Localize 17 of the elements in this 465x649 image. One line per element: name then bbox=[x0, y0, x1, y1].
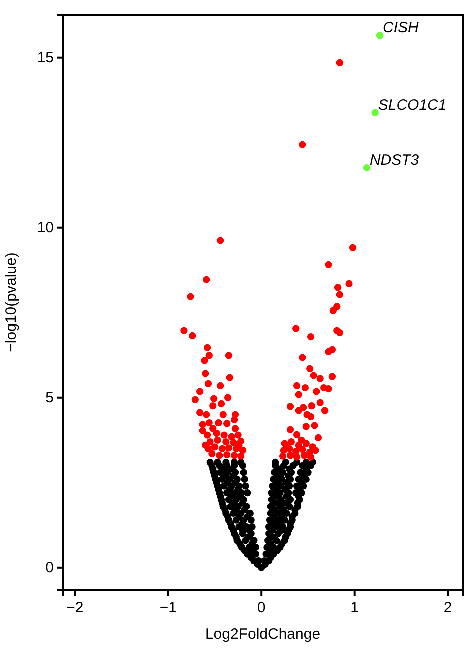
annotation: SLCO1C1 bbox=[378, 96, 447, 114]
x-tick-label: −2 bbox=[66, 600, 84, 616]
y-tick-label: 10 bbox=[37, 220, 54, 237]
y-tick-label: 5 bbox=[46, 390, 54, 407]
x-tick-label: 2 bbox=[444, 600, 452, 616]
y-tick-label: 15 bbox=[37, 50, 54, 67]
point bbox=[363, 164, 371, 172]
point bbox=[376, 32, 384, 40]
x-tick-label: 1 bbox=[350, 600, 360, 616]
point bbox=[372, 109, 379, 116]
x-axis-title: Log2FoldChange bbox=[205, 626, 321, 643]
y-tick-label: 0 bbox=[46, 560, 54, 577]
x-tick-label: 0 bbox=[257, 600, 266, 616]
y-axis-title: −log10(pvalue) bbox=[3, 252, 20, 352]
annotation: CISH bbox=[383, 20, 420, 37]
x-tick-label: −1 bbox=[160, 600, 177, 616]
annotation: NDST3 bbox=[370, 152, 420, 170]
